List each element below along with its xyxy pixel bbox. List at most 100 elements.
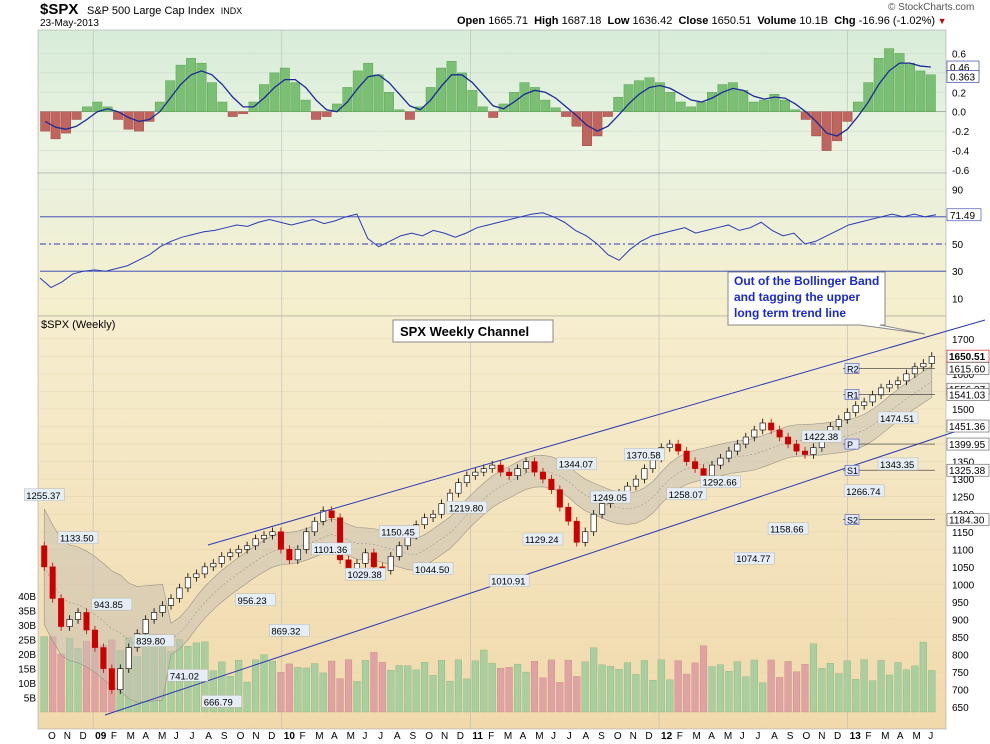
candle-body bbox=[801, 450, 808, 455]
x-axis-label: A bbox=[582, 731, 589, 742]
volume-bar bbox=[632, 674, 640, 713]
volume-bar bbox=[581, 661, 589, 713]
candle-body bbox=[260, 534, 268, 540]
macd-bar bbox=[613, 96, 624, 112]
x-axis-label: J bbox=[174, 731, 179, 742]
chart-date: 23-May-2013 bbox=[40, 18, 99, 29]
x-axis-label: J bbox=[740, 731, 745, 742]
candle-body bbox=[878, 387, 885, 396]
macd-bar bbox=[217, 101, 228, 112]
volume-bar bbox=[792, 671, 801, 713]
volume-bar bbox=[852, 679, 860, 713]
macd-bar bbox=[675, 101, 686, 112]
price-label-box bbox=[311, 542, 352, 556]
open-label: Open bbox=[457, 15, 486, 27]
candle-body bbox=[193, 573, 200, 578]
lower-trend-line bbox=[104, 429, 961, 716]
x-axis-label: O bbox=[803, 731, 811, 742]
macd-bar bbox=[696, 101, 707, 112]
volume-label: Volume bbox=[757, 15, 797, 27]
candle-body bbox=[641, 468, 648, 480]
volume-bar bbox=[260, 654, 268, 713]
rsi-last-box bbox=[946, 208, 982, 222]
right-price-label: 1184.30 bbox=[949, 516, 985, 527]
price-label: 1010.91 bbox=[491, 577, 525, 588]
macd-bar bbox=[300, 99, 311, 112]
price-label-box bbox=[412, 562, 454, 575]
candle-body bbox=[41, 545, 48, 568]
price-label: 741.02 bbox=[170, 671, 199, 682]
macd-bar bbox=[769, 94, 780, 112]
candle-body bbox=[861, 401, 868, 406]
pivot-tag bbox=[844, 363, 860, 374]
candle-body bbox=[480, 468, 487, 473]
price-label: 1101.36 bbox=[314, 545, 348, 556]
candle-body bbox=[920, 363, 927, 368]
macd-bar bbox=[165, 80, 176, 112]
price-tick-label: 900 bbox=[952, 616, 969, 627]
x-axis-label: S bbox=[221, 731, 228, 742]
volume-bar bbox=[243, 681, 251, 713]
macd-bar bbox=[905, 62, 915, 112]
volume-tick-label: 10B bbox=[18, 679, 36, 690]
rsi-line bbox=[39, 212, 937, 289]
x-axis-label: J bbox=[567, 731, 572, 742]
x-axis-label: M bbox=[504, 731, 512, 742]
candle-body bbox=[294, 549, 301, 561]
macd-bar bbox=[269, 72, 280, 112]
price-label: 1249.05 bbox=[593, 493, 627, 504]
volume-bar bbox=[454, 659, 462, 713]
price-label-box bbox=[700, 475, 741, 488]
candle-body bbox=[277, 531, 284, 550]
macd-bar bbox=[759, 99, 770, 112]
down-arrow-icon: ▼ bbox=[935, 16, 947, 26]
right-price-box bbox=[946, 388, 990, 401]
macd-bar bbox=[71, 111, 82, 120]
price-tick-label: 1000 bbox=[952, 580, 975, 591]
price-label-box bbox=[624, 448, 665, 461]
candle-body bbox=[117, 668, 124, 690]
price-tick-label: 750 bbox=[952, 668, 969, 679]
price-label: 1044.50 bbox=[415, 565, 449, 576]
pivot-tag bbox=[844, 438, 860, 450]
macd-bar bbox=[186, 58, 196, 112]
high-value: 1687.18 bbox=[561, 15, 602, 27]
price-tick-label: 650 bbox=[952, 703, 969, 714]
volume-bar bbox=[716, 664, 724, 713]
price-label-box bbox=[666, 487, 707, 501]
volume-bar bbox=[776, 677, 784, 713]
candle-body bbox=[489, 464, 496, 469]
volume-bar bbox=[547, 659, 555, 713]
candle-body bbox=[337, 517, 344, 561]
right-price-label: 1399.95 bbox=[949, 440, 986, 451]
candle-body bbox=[227, 552, 234, 557]
x-axis-label: A bbox=[142, 731, 149, 742]
candle-body bbox=[725, 450, 732, 459]
x-axis-label: 13 bbox=[850, 731, 862, 742]
candle-body bbox=[108, 668, 115, 690]
price-label-box bbox=[446, 501, 488, 514]
macd-bar bbox=[654, 82, 665, 112]
volume-bar bbox=[615, 669, 623, 713]
candle-body bbox=[573, 520, 580, 543]
chg-label: Chg bbox=[834, 15, 856, 27]
candle-body bbox=[793, 443, 800, 452]
candle-body bbox=[210, 563, 217, 568]
macd-tick-label: 0.0 bbox=[952, 108, 966, 119]
macd-tick-label: -0.4 bbox=[952, 147, 970, 158]
volume-bar bbox=[404, 665, 412, 713]
pivot-label: P bbox=[847, 440, 853, 450]
candle-body bbox=[700, 468, 707, 476]
candle-body bbox=[286, 549, 293, 561]
volume-bar bbox=[784, 661, 792, 713]
volume-bar bbox=[826, 663, 834, 713]
candle-body bbox=[269, 531, 276, 536]
right-price-label: 1325.38 bbox=[949, 466, 986, 477]
macd-bar bbox=[196, 62, 207, 112]
x-axis-label: F bbox=[111, 731, 117, 742]
pivot-label: S1 bbox=[847, 466, 858, 476]
price-label-box bbox=[345, 567, 386, 581]
x-axis-label: J bbox=[189, 731, 194, 742]
candle-body bbox=[235, 549, 242, 554]
